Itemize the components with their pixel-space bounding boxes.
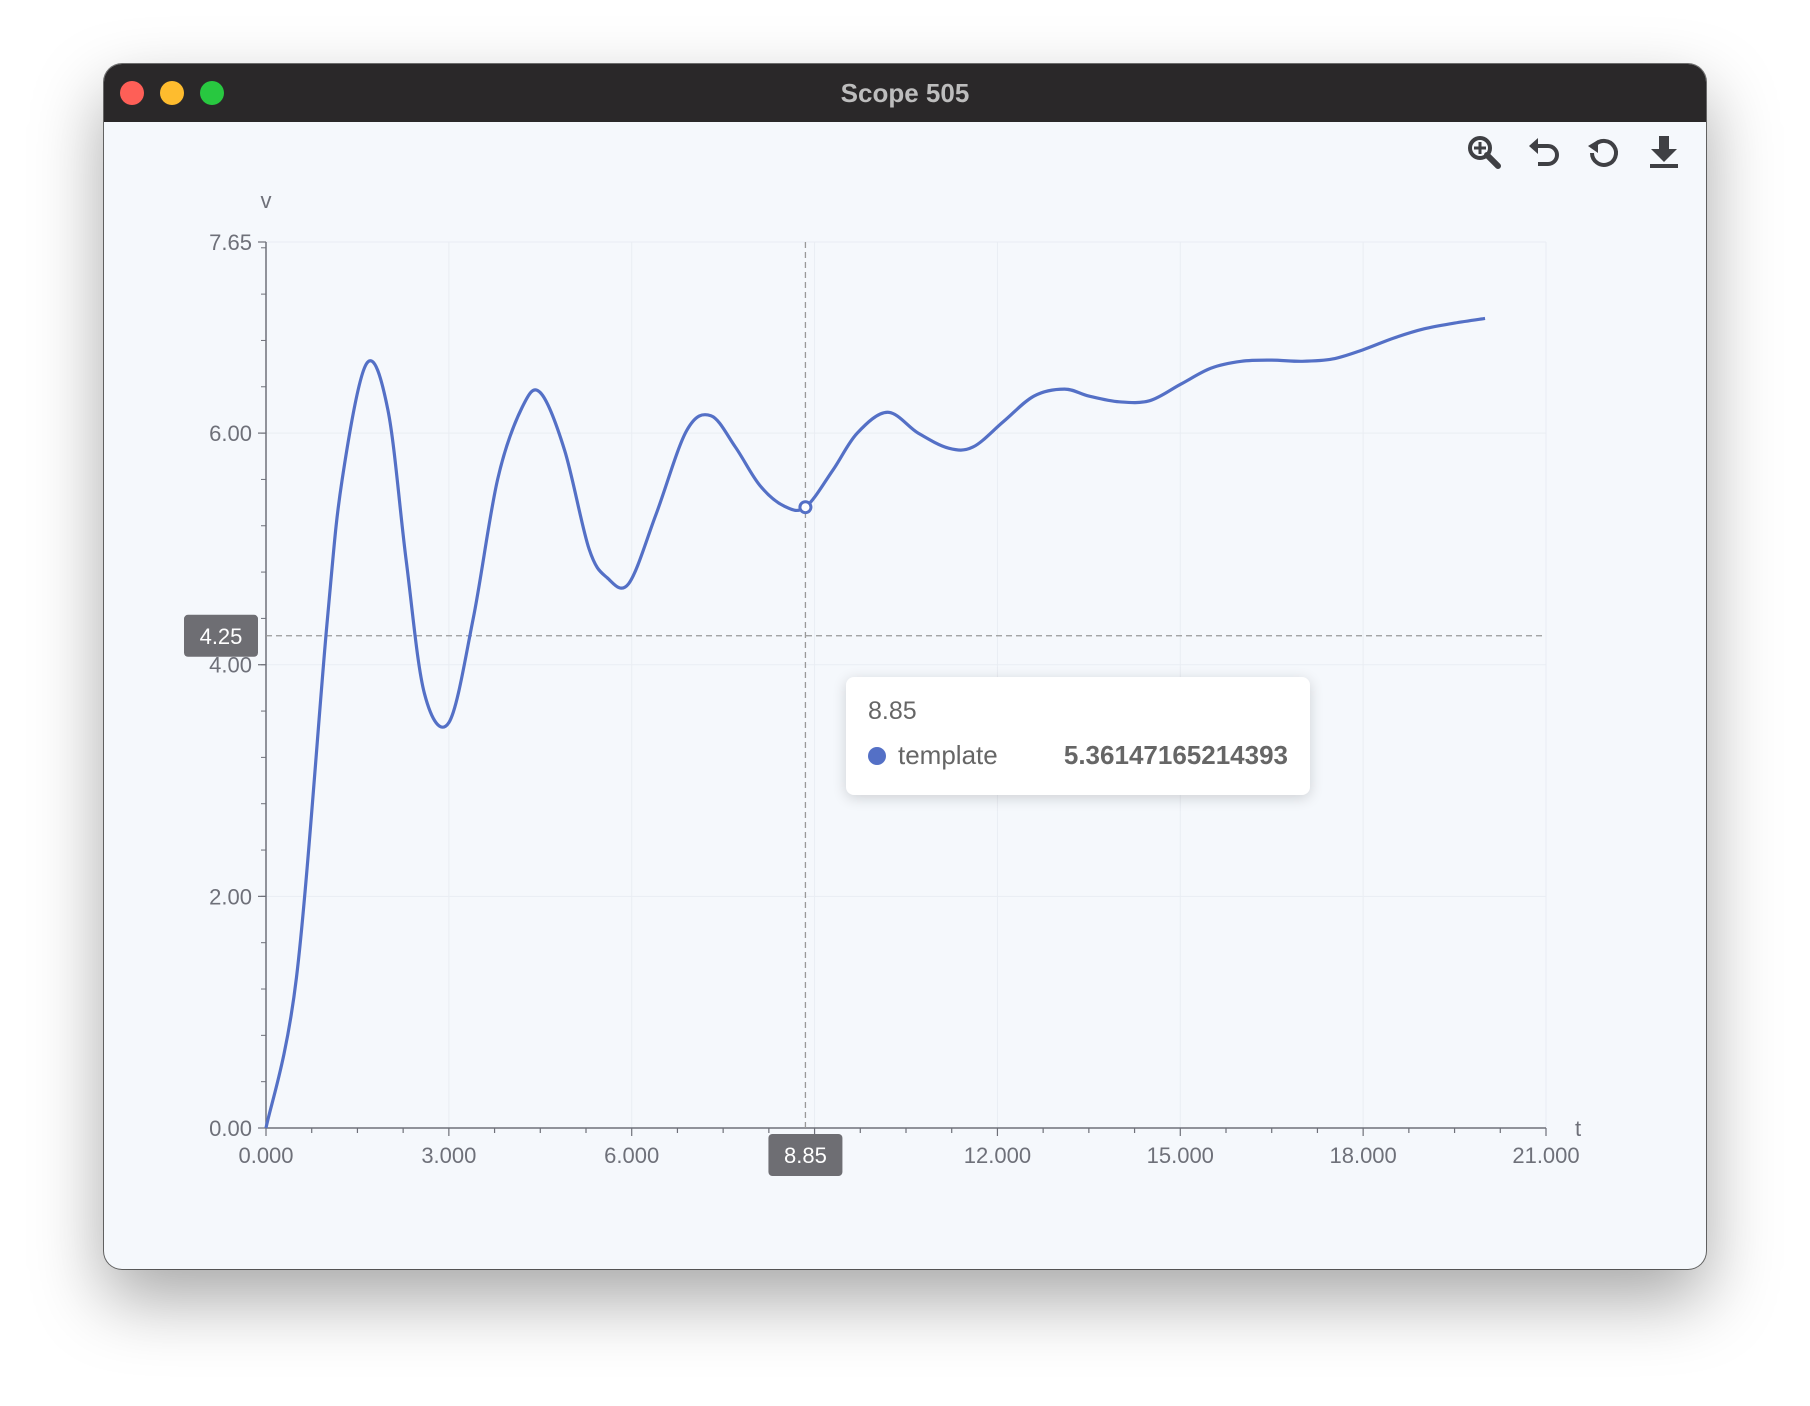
y-tick-label: 4.00 <box>209 653 252 678</box>
download-button[interactable] <box>1644 132 1684 172</box>
x-tick-label: 6.000 <box>604 1143 659 1168</box>
series-marker-icon <box>868 746 886 765</box>
x-tick-label: 0.000 <box>238 1143 293 1168</box>
download-icon <box>1650 136 1678 168</box>
crosshair-y-label: 4.25 <box>200 624 243 649</box>
y-tick-label: 0.00 <box>209 1116 252 1141</box>
y-tick-label: 6.00 <box>209 421 252 446</box>
series-line-template[interactable] <box>264 316 1486 1129</box>
chart-tooltip: 8.85 template 5.36147165214393 <box>846 677 1310 795</box>
x-tick-label: 18.000 <box>1329 1143 1396 1168</box>
x-tick-label: 3.000 <box>421 1143 476 1168</box>
highlighted-point[interactable] <box>798 500 813 515</box>
undo-button[interactable] <box>1524 132 1564 172</box>
x-axis-label: t <box>1575 1116 1581 1141</box>
tooltip-series-value: 5.36147165214393 <box>1063 740 1288 770</box>
y-tick-label: 7.65 <box>209 230 252 255</box>
undo-icon <box>1529 138 1559 166</box>
maximize-window-button[interactable] <box>200 81 224 105</box>
zoom-button[interactable] <box>1464 132 1504 172</box>
crosshair-x-badge <box>768 1134 843 1176</box>
chart-toolbar <box>1464 132 1684 172</box>
window-title: Scope 505 <box>840 78 970 108</box>
reset-icon <box>1588 138 1618 167</box>
minimize-window-button[interactable] <box>160 81 184 105</box>
y-axis-label: v <box>261 188 272 213</box>
crosshair-x-label: 8.85 <box>784 1143 827 1168</box>
close-window-button[interactable] <box>120 81 144 105</box>
x-tick-label: 21.000 <box>1512 1143 1579 1168</box>
y-tick-label: 2.00 <box>209 884 252 909</box>
tooltip-series-name: template <box>898 740 998 770</box>
line-chart[interactable]: 0.000 3.000 6.000 12.000 15.000 18.000 21.000 0… <box>104 64 1706 1269</box>
tooltip-series-row: template 5.36147165214393 <box>868 740 1288 771</box>
tooltip-x-value: 8.85 <box>868 697 917 725</box>
title-bar: Scope 505 <box>104 64 1706 122</box>
crosshair-y-badge <box>184 614 258 657</box>
reset-button[interactable] <box>1584 132 1624 172</box>
x-tick-label: 15.000 <box>1147 1143 1214 1168</box>
zoom-icon <box>1468 136 1501 169</box>
app-window: Scope 505 <box>104 64 1706 1269</box>
x-tick-label: 12.000 <box>964 1143 1031 1168</box>
